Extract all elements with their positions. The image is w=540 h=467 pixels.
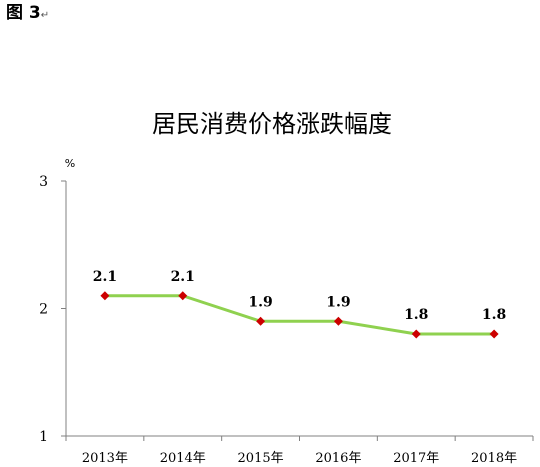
data-point-marker: [333, 316, 343, 326]
data-label: 1.9: [248, 294, 272, 310]
x-axis-ticks: 2013年 2014年 2015年 2016年 2017年 2018年: [65, 436, 534, 466]
x-tick-label: 2013年: [82, 451, 128, 466]
x-tick-label: 2014年: [160, 451, 206, 466]
data-label: 1.9: [326, 294, 350, 310]
figure-label-text: 图 3: [6, 3, 41, 23]
data-point-marker: [256, 316, 266, 326]
data-point-marker: [100, 291, 110, 301]
y-tick-label: 2: [39, 302, 48, 318]
figure-label: 图 3↵: [6, 2, 49, 27]
x-tick-label: 2016年: [315, 451, 361, 466]
data-point-marker: [489, 329, 499, 339]
x-tick-label: 2017年: [393, 451, 439, 466]
x-tick-label: 2015年: [238, 451, 284, 466]
x-tick-label: 2018年: [471, 451, 517, 466]
data-labels: 2.1 2.1 1.9 1.9 1.8 1.8: [93, 269, 507, 323]
y-tick-label: 3: [39, 174, 48, 190]
return-mark-icon: ↵: [40, 10, 50, 21]
data-point-marker: [411, 329, 421, 339]
data-label: 1.8: [404, 307, 428, 323]
data-label: 1.8: [482, 307, 506, 323]
chart-title: 居民消费价格涨跌幅度: [152, 110, 392, 138]
data-point-marker: [178, 291, 188, 301]
y-tick-label: 1: [39, 429, 48, 445]
data-label: 2.1: [93, 269, 117, 285]
data-label: 2.1: [171, 269, 195, 285]
series-line: [104, 294, 495, 336]
y-axis-unit: %: [65, 157, 75, 170]
data-markers: [100, 291, 499, 339]
y-axis-ticks: 1 2 3: [39, 174, 66, 445]
